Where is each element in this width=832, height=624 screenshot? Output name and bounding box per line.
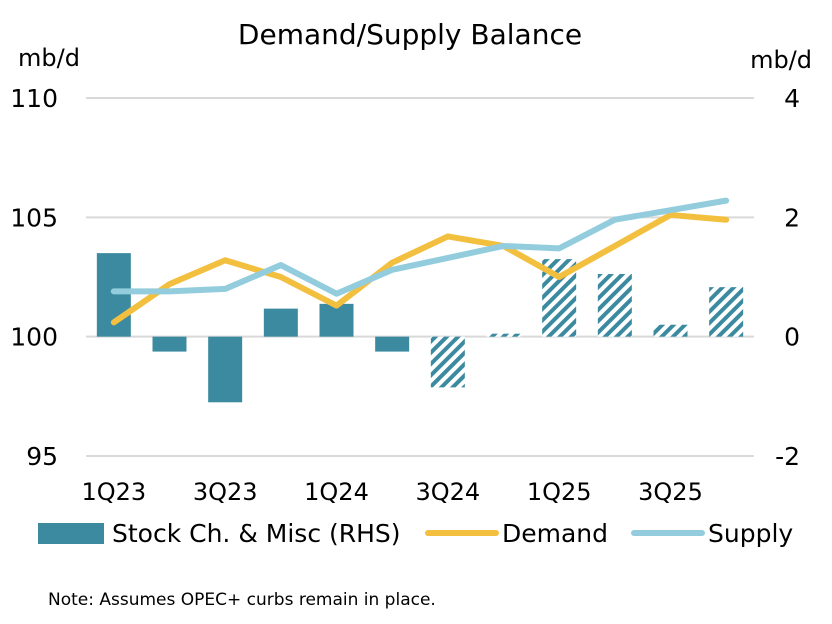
stock-change-bar <box>597 274 632 337</box>
legend-label-supply: Supply <box>708 519 793 548</box>
x-tick-label: 3Q24 <box>415 478 480 506</box>
right-axis-unit: mb/d <box>750 46 812 74</box>
right-tick-label: -2 <box>775 442 800 471</box>
stock-change-bars <box>96 253 744 403</box>
right-tick-label: 0 <box>784 323 800 352</box>
stock-change-bar <box>709 287 744 337</box>
stock-change-bar <box>653 324 688 337</box>
stock-change-bar <box>319 303 354 337</box>
left-tick-label: 100 <box>10 323 58 352</box>
left-tick-label: 95 <box>26 442 58 471</box>
legend: Stock Ch. & Misc (RHS) Demand Supply <box>38 519 793 548</box>
x-tick-label: 1Q23 <box>81 478 146 506</box>
legend-swatch-stock-change <box>38 523 104 544</box>
stock-change-bar <box>263 308 298 337</box>
right-tick-label: 2 <box>784 203 800 232</box>
left-tick-label: 105 <box>10 203 58 232</box>
chart-title: Demand/Supply Balance <box>237 18 583 51</box>
x-tick-label: 3Q25 <box>638 478 703 506</box>
stock-change-bar <box>430 336 465 388</box>
stock-change-bar <box>486 333 521 337</box>
stock-change-bar <box>375 336 410 352</box>
x-tick-label: 1Q24 <box>304 478 369 506</box>
left-axis-unit: mb/d <box>18 44 80 72</box>
series-lines <box>110 197 730 326</box>
footnote: Note: Assumes OPEC+ curbs remain in plac… <box>48 590 436 610</box>
left-tick-label: 110 <box>10 84 58 113</box>
right-tick-label: 4 <box>784 84 800 113</box>
legend-label-stock-change: Stock Ch. & Misc (RHS) <box>112 519 401 548</box>
axes: 95 100 105 110 -2 0 2 4 1Q23 3Q23 1Q24 3Q24 1Q25 3Q25 <box>10 84 800 506</box>
supply-line <box>110 197 730 297</box>
demand-line <box>110 211 730 326</box>
stock-change-bar <box>152 336 187 352</box>
x-tick-label: 1Q25 <box>527 478 592 506</box>
legend-label-demand: Demand <box>502 519 608 548</box>
x-tick-label: 3Q23 <box>193 478 258 506</box>
stock-change-bar <box>208 336 243 403</box>
